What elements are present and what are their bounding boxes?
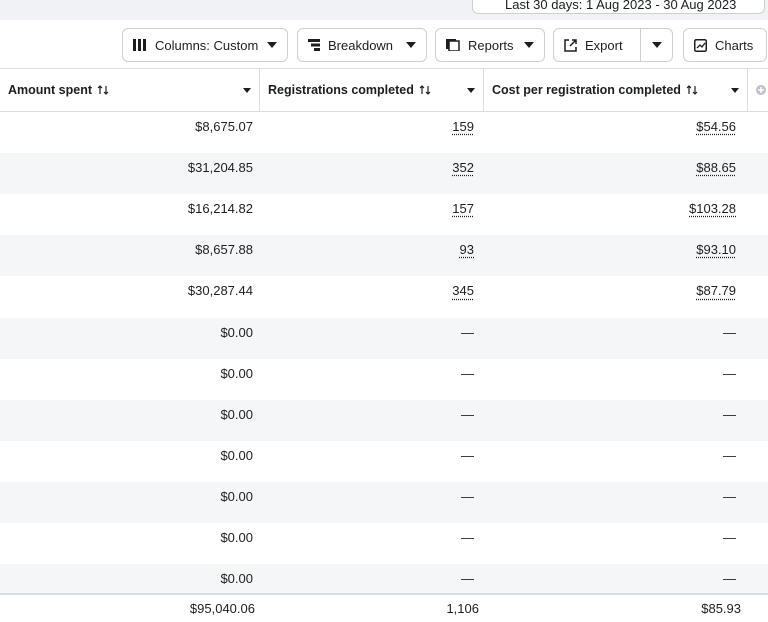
date-range-picker[interactable]: Last 30 days: 1 Aug 2023 - 30 Aug 2023 bbox=[472, 0, 765, 14]
cell: $0.00 bbox=[220, 571, 253, 587]
cell: — bbox=[723, 406, 736, 422]
caret bbox=[524, 42, 534, 48]
table-row: $0.00 — — bbox=[0, 481, 768, 523]
breakdown-button[interactable]: Breakdown bbox=[297, 28, 427, 62]
table-row: $0.00 — — bbox=[0, 523, 768, 564]
icon bbox=[308, 39, 320, 51]
column-header[interactable]: Registrations completed bbox=[260, 69, 484, 111]
cell[interactable]: $87.79 bbox=[696, 283, 736, 299]
table-row: $31,204.85 352 $88.65 bbox=[0, 153, 768, 195]
cell: $0.00 bbox=[220, 324, 253, 340]
sort-icon[interactable] bbox=[97, 85, 109, 95]
caret[interactable] bbox=[731, 87, 739, 93]
sort-icon[interactable] bbox=[686, 85, 698, 95]
column-title: Registrations completed bbox=[268, 83, 414, 97]
total-cell: $95,040.06 bbox=[189, 601, 255, 616]
cell[interactable]: $54.56 bbox=[696, 119, 736, 134]
cell: — bbox=[461, 530, 474, 545]
table-row: $0.00 — — bbox=[0, 317, 768, 359]
table-header: Amount spent Registrations completed Cost … bbox=[0, 68, 768, 112]
button-label: Charts bbox=[715, 37, 754, 53]
cell: — bbox=[461, 488, 474, 504]
cell[interactable]: 352 bbox=[452, 160, 474, 176]
add-column[interactable] bbox=[755, 84, 767, 96]
cell: $8,657.88 bbox=[195, 242, 253, 258]
cell: $0.00 bbox=[220, 365, 253, 381]
cell[interactable]: 93 bbox=[459, 242, 474, 258]
table-row: $0.00 — — bbox=[0, 441, 768, 482]
cell: — bbox=[723, 530, 736, 545]
table-row: $16,214.82 157 $103.28 bbox=[0, 194, 768, 235]
button-label: Export bbox=[585, 37, 623, 53]
date-range-text: Last 30 days: 1 Aug 2023 - 30 Aug 2023 bbox=[505, 0, 737, 12]
cell: — bbox=[461, 365, 474, 381]
table-row: $30,287.44 345 $87.79 bbox=[0, 276, 768, 317]
table-row: $8,675.07 159 $54.56 bbox=[0, 112, 768, 153]
totals-row: $95,040.06 1,106 $85.93 bbox=[0, 593, 768, 622]
cell: $0.00 bbox=[220, 406, 253, 422]
cell[interactable]: $93.10 bbox=[696, 242, 736, 258]
caret bbox=[652, 42, 662, 48]
cell[interactable]: $88.65 bbox=[696, 160, 736, 176]
icon bbox=[133, 39, 146, 51]
column-header[interactable]: Cost per registration completed bbox=[484, 69, 748, 111]
cell: $0.00 bbox=[220, 447, 253, 463]
button-label: Breakdown bbox=[328, 37, 394, 53]
column-title: Amount spent bbox=[8, 83, 93, 97]
cell: — bbox=[723, 447, 736, 463]
caret[interactable] bbox=[243, 87, 251, 93]
reports-button[interactable]: Reports bbox=[435, 28, 545, 62]
cell: — bbox=[461, 571, 474, 587]
charts-button[interactable]: Charts bbox=[683, 28, 767, 62]
sort-icon[interactable] bbox=[419, 85, 431, 95]
table-row: $8,657.88 93 $93.10 bbox=[0, 235, 768, 277]
icon bbox=[446, 39, 460, 51]
caret bbox=[406, 42, 416, 48]
cell: $0.00 bbox=[220, 530, 253, 545]
cell: — bbox=[461, 324, 474, 340]
cell: — bbox=[461, 447, 474, 463]
icon bbox=[564, 38, 577, 52]
cell: $0.00 bbox=[220, 488, 253, 504]
cell: $8,675.07 bbox=[195, 119, 253, 134]
table-row: $0.00 — — bbox=[0, 399, 768, 441]
cell: — bbox=[723, 324, 736, 340]
export-button[interactable]: Export bbox=[553, 28, 673, 62]
cell: $30,287.44 bbox=[187, 283, 253, 299]
columns-button[interactable]: Columns: Custom bbox=[122, 28, 288, 62]
column-title: Cost per registration completed bbox=[492, 83, 681, 97]
cell: — bbox=[723, 488, 736, 504]
caret[interactable] bbox=[467, 87, 475, 93]
button-label: Columns: Custom bbox=[155, 37, 259, 53]
cell: $31,204.85 bbox=[187, 160, 253, 176]
cell: — bbox=[723, 571, 736, 587]
total-cell: 1,106 bbox=[446, 601, 479, 616]
divider bbox=[640, 28, 641, 62]
button-label: Reports bbox=[468, 37, 514, 53]
total-cell: $85.93 bbox=[701, 601, 741, 616]
cell[interactable]: 159 bbox=[452, 119, 474, 134]
cell[interactable]: 345 bbox=[452, 283, 474, 299]
caret bbox=[267, 42, 277, 48]
cell[interactable]: 157 bbox=[452, 201, 474, 217]
icon bbox=[694, 38, 707, 52]
table-row: $0.00 — — bbox=[0, 359, 768, 400]
column-header[interactable]: Amount spent bbox=[0, 69, 260, 111]
cell: $16,214.82 bbox=[187, 201, 253, 217]
cell: — bbox=[723, 365, 736, 381]
cell[interactable]: $103.28 bbox=[689, 201, 736, 217]
cell: — bbox=[461, 406, 474, 422]
